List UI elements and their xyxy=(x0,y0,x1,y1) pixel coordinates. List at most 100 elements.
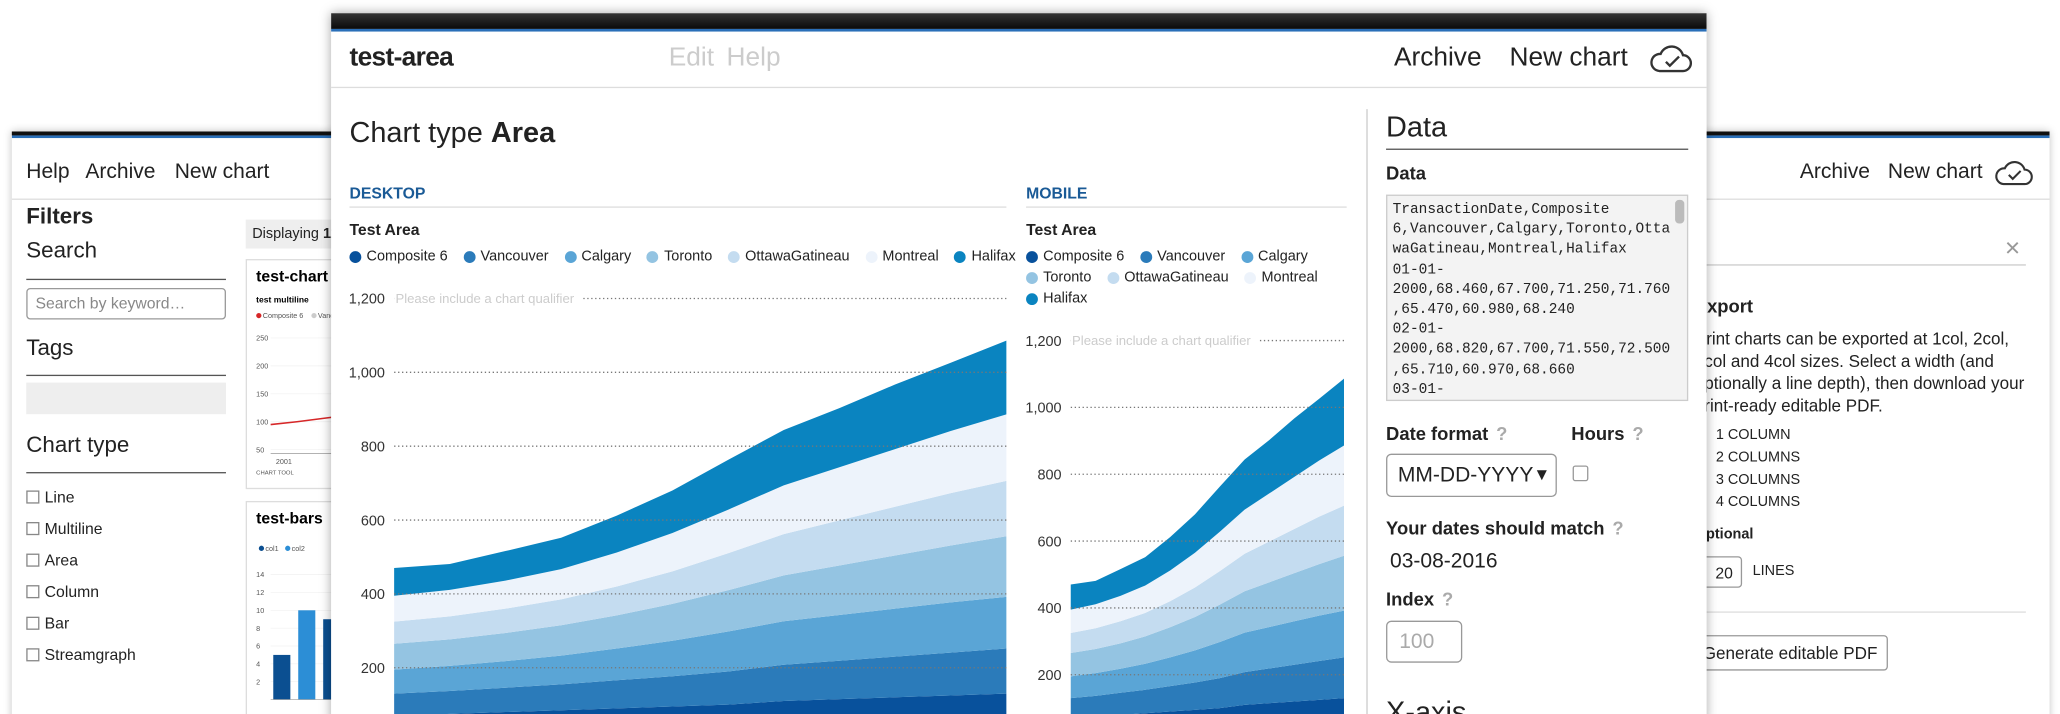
lines-input[interactable]: 20 xyxy=(1694,556,1743,588)
chart-type-option[interactable]: Streamgraph xyxy=(26,646,136,664)
area xyxy=(394,596,1007,694)
x-axis-heading: X-axis xyxy=(1386,695,1467,714)
legend-dot xyxy=(311,312,317,319)
legend-item: Halifax xyxy=(1026,289,1087,307)
legend-label: Montreal xyxy=(1261,269,1318,286)
legend-item: Montreal xyxy=(1244,268,1318,286)
legend-dot xyxy=(258,545,265,551)
help-icon[interactable]: ? xyxy=(1441,588,1454,610)
close-button[interactable]: × xyxy=(2004,234,2021,263)
card-title: test-chart xyxy=(256,268,329,285)
editor-window: test-area Edit Help Archive New chart Ch… xyxy=(331,13,1707,714)
column-option[interactable]: 2 COLUMNS xyxy=(1694,449,1800,466)
card-title: test-bars xyxy=(256,510,323,527)
divider xyxy=(331,86,1707,89)
nav-link[interactable]: New chart xyxy=(1887,160,1983,184)
y-tick-label: 200 xyxy=(361,661,385,677)
chart-type-option[interactable]: Area xyxy=(26,551,78,569)
chart-type-option[interactable]: Line xyxy=(26,488,74,506)
underline xyxy=(1386,148,1689,150)
data-label: Data xyxy=(1386,162,1426,184)
legend-label: col1 xyxy=(265,544,278,553)
qualifier-bg xyxy=(394,289,583,308)
generate-pdf-button[interactable]: Generate editable PDF xyxy=(1694,635,1888,671)
hours-checkbox[interactable] xyxy=(1572,465,1589,482)
y-tick-label: 1,200 xyxy=(1025,334,1061,350)
legend-label: col2 xyxy=(292,544,305,553)
label-text: Date format xyxy=(1386,422,1489,444)
underline xyxy=(26,374,226,377)
chart-type-option[interactable]: Bar xyxy=(26,614,69,632)
qualifier: Please include a chart qualifier xyxy=(1072,333,1251,348)
desktop-chart: 1,200 Please include a chart qualifier 1,0… xyxy=(349,289,1007,714)
help-icon[interactable]: ? xyxy=(1632,422,1644,444)
chart-type-option[interactable]: Multiline xyxy=(26,519,103,538)
legend-swatch xyxy=(349,250,362,263)
dates-match-label: Your dates should match? xyxy=(1386,518,1624,540)
chart-type-label: Chart type xyxy=(349,115,483,149)
data-textarea[interactable]: TransactionDate,Composite 6,Vancouver,Ca… xyxy=(1386,194,1689,402)
optional-label: Optional xyxy=(1694,526,1754,543)
qualifier-bg xyxy=(1070,331,1259,350)
y-tick-label: 2 xyxy=(256,677,260,686)
scrollbar[interactable] xyxy=(1675,199,1685,224)
menu-item[interactable]: Edit xyxy=(668,43,715,73)
underline xyxy=(26,472,226,474)
search-input[interactable]: Search by keyword… xyxy=(26,287,226,320)
nav-link[interactable]: New chart xyxy=(174,160,270,184)
nav-link[interactable]: New chart xyxy=(1509,43,1628,73)
date-format-select[interactable]: MM-DD-YYYY ▼ xyxy=(1386,453,1557,498)
area xyxy=(394,414,1007,622)
legend-swatch xyxy=(646,250,659,263)
help-icon[interactable]: ? xyxy=(1496,422,1508,444)
brand[interactable]: test-area xyxy=(349,43,454,73)
checkbox xyxy=(26,648,40,662)
area xyxy=(394,536,1007,670)
column-option[interactable]: 3 COLUMNS xyxy=(1694,472,1801,488)
legend-item: Montreal xyxy=(865,247,939,265)
placeholder: Search by keyword… xyxy=(35,294,186,313)
displaying-text: Displaying xyxy=(252,226,319,242)
y-tick-label: 800 xyxy=(1037,467,1061,483)
nav-link[interactable]: Help xyxy=(26,160,70,184)
option-label: 4 COLUMNS xyxy=(1715,494,1801,511)
header-line xyxy=(331,28,1707,32)
column-option[interactable]: 4 COLUMNS xyxy=(1694,494,1801,511)
legend-item: Vancouver xyxy=(463,247,549,265)
chart-type-option[interactable]: Column xyxy=(26,583,99,601)
y-tick-label: 4 xyxy=(256,659,260,668)
lines-label: LINES xyxy=(1752,563,1795,580)
legend-label: Toronto xyxy=(1043,269,1092,286)
nav-link[interactable]: Archive xyxy=(1799,160,1871,184)
desktop-label: DESKTOP xyxy=(349,183,426,203)
help-icon[interactable]: ? xyxy=(1612,517,1624,539)
legend-label: Calgary xyxy=(581,248,632,265)
cloud-icon[interactable] xyxy=(1994,156,2033,188)
legend-swatch xyxy=(1026,250,1038,263)
option-label: Line xyxy=(44,487,75,507)
legend-swatch xyxy=(865,250,878,263)
index-input[interactable]: 100 xyxy=(1386,620,1463,663)
nav-link[interactable]: Archive xyxy=(85,160,156,184)
legend-swatch xyxy=(1244,271,1257,284)
index-label: Index? xyxy=(1386,589,1453,611)
tags-input[interactable] xyxy=(26,382,226,415)
legend-item: Composite 6 xyxy=(1026,247,1124,265)
option-label: Multiline xyxy=(44,519,103,538)
legend-label: Toronto xyxy=(664,248,713,265)
search-label: Search xyxy=(26,237,98,263)
cloud-icon[interactable] xyxy=(1650,41,1692,75)
select-value: MM-DD-YYYY xyxy=(1397,464,1534,487)
column-option[interactable]: 1 COLUMN xyxy=(1694,427,1791,444)
legend-label: Vancouver xyxy=(1157,248,1226,265)
legend-item: Calgary xyxy=(564,247,631,265)
nav-link[interactable]: Archive xyxy=(1393,43,1482,73)
option-label: 3 COLUMNS xyxy=(1715,472,1801,488)
legend-swatch xyxy=(463,250,476,263)
legend-dot xyxy=(256,312,262,319)
chart-title: Test Area xyxy=(349,220,420,240)
header-line xyxy=(11,135,380,139)
legend-label: Vancouver xyxy=(480,248,549,265)
mobile-label: MOBILE xyxy=(1026,183,1088,203)
menu-item[interactable]: Help xyxy=(726,43,781,73)
